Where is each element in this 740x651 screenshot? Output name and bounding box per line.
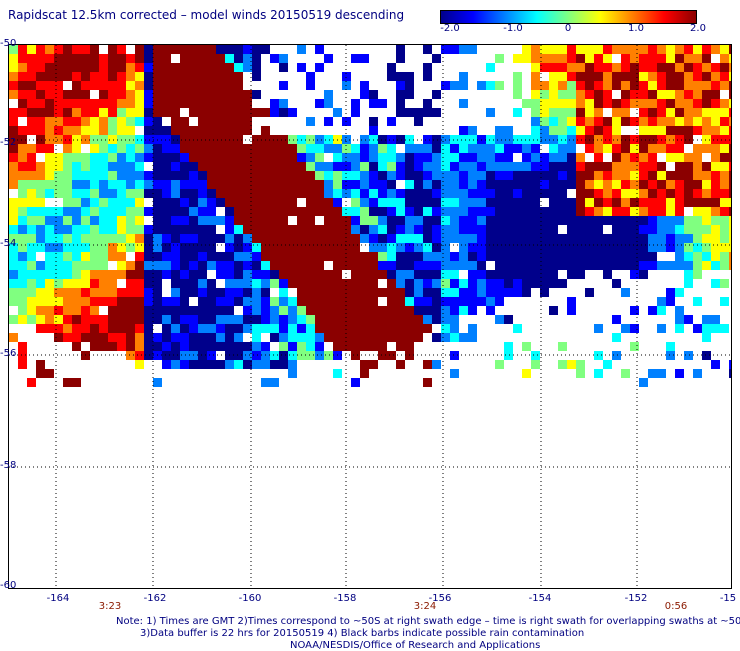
- lon-label: -164: [46, 593, 70, 604]
- colorbar-tick: 1.0: [628, 23, 644, 34]
- lat-label: -56: [0, 348, 17, 359]
- colorbar: [440, 10, 697, 24]
- lon-label: -156: [428, 593, 452, 604]
- note-line: NOAA/NESDIS/Office of Research and Appli…: [290, 640, 541, 651]
- lon-label: -160: [238, 593, 262, 604]
- colorbar-tick: 2.0: [690, 23, 706, 34]
- lon-label: -154: [528, 593, 552, 604]
- lat-label: -58: [0, 460, 17, 471]
- lat-label: -50: [0, 38, 17, 49]
- time-label: 3:23: [98, 601, 122, 612]
- colorbar-tick: -2.0: [440, 23, 460, 34]
- colorbar-tick: 0: [564, 23, 572, 34]
- note-line: Note: 1) Times are GMT 2)Times correspon…: [116, 616, 740, 627]
- colorbar-tick: -1.0: [503, 23, 523, 34]
- lat-label: -60: [0, 580, 17, 591]
- time-label: 3:24: [413, 601, 437, 612]
- note-line: 3)Data buffer is 22 hrs for 20150519 4) …: [140, 628, 585, 639]
- lon-label: -158: [333, 593, 357, 604]
- lat-label: -54: [0, 238, 17, 249]
- lon-label: -162: [143, 593, 167, 604]
- wind-difference-map: [9, 45, 731, 588]
- lon-label: -152: [624, 593, 648, 604]
- chart-title: Rapidscat 12.5km corrected – model winds…: [8, 8, 405, 22]
- map-plot-area: [8, 44, 732, 589]
- lat-label: -52: [0, 137, 17, 148]
- data-cells: [9, 45, 731, 387]
- lon-label: -15: [719, 593, 737, 604]
- time-label: 0:56: [664, 601, 688, 612]
- grid-lines: [9, 45, 731, 588]
